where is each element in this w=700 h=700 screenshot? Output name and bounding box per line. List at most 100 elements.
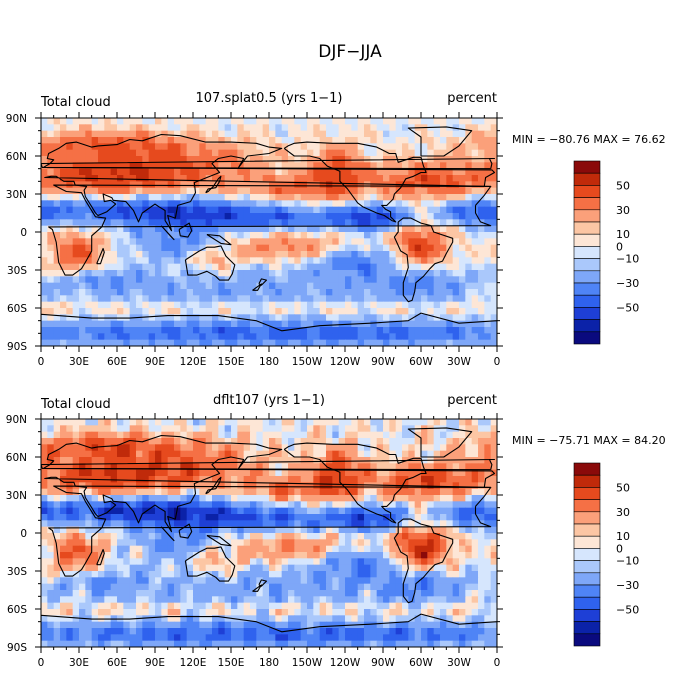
field-cell	[427, 463, 435, 471]
field-cell	[47, 476, 55, 483]
field-cell	[212, 476, 219, 483]
field-cell	[332, 545, 340, 553]
field-cell	[376, 200, 384, 208]
field-cell	[262, 431, 270, 439]
field-cell	[193, 577, 200, 585]
field-cell	[408, 609, 416, 616]
field-cell	[231, 327, 238, 334]
coastline	[160, 225, 175, 241]
field-cell	[136, 476, 143, 483]
field-cell	[319, 244, 327, 252]
field-cell	[459, 552, 466, 559]
field-cell	[79, 251, 86, 258]
field-cell	[53, 206, 61, 214]
field-cell	[41, 425, 48, 433]
field-cell	[459, 457, 466, 464]
field-cell	[326, 219, 333, 227]
field-cell	[465, 444, 473, 452]
field-cell	[364, 276, 371, 284]
field-cell	[281, 162, 289, 170]
field-cell	[269, 137, 276, 144]
field-cell	[383, 495, 390, 502]
field-cell	[243, 583, 251, 591]
field-cell	[490, 257, 497, 265]
field-cell	[72, 539, 80, 547]
field-cell	[91, 552, 99, 559]
field-cell	[294, 200, 302, 208]
field-cell	[237, 564, 245, 572]
field-cell	[148, 514, 156, 521]
field-cell	[427, 596, 435, 604]
field-cell	[275, 444, 283, 452]
field-cell	[85, 187, 93, 195]
field-cell	[174, 596, 181, 604]
field-cell	[47, 175, 55, 182]
field-cell	[98, 514, 105, 521]
field-cell	[269, 276, 276, 284]
field-cell	[148, 469, 156, 477]
field-cell	[421, 552, 428, 559]
field-cell	[136, 558, 143, 566]
field-cell	[243, 257, 251, 265]
field-cell	[313, 251, 321, 258]
field-cell	[41, 571, 48, 578]
field-cell	[421, 232, 428, 239]
field-cell	[364, 320, 371, 328]
field-cell	[205, 314, 213, 322]
field-cell	[193, 545, 200, 553]
field-cell	[142, 438, 150, 445]
field-cell	[104, 232, 112, 239]
field-cell	[129, 263, 137, 271]
field-cell	[85, 590, 93, 597]
field-cell	[478, 118, 485, 125]
field-cell	[313, 181, 321, 189]
field-cell	[484, 339, 492, 346]
field-cell	[250, 469, 257, 477]
field-cell	[237, 156, 245, 163]
field-cell	[427, 602, 435, 610]
field-cell	[465, 219, 473, 227]
field-cell	[199, 143, 207, 151]
field-cell	[364, 558, 371, 566]
field-cell	[72, 419, 80, 426]
field-cell	[269, 225, 276, 233]
field-cell	[117, 200, 124, 208]
field-cell	[174, 431, 181, 439]
field-cell	[275, 251, 283, 258]
field-cell	[66, 200, 74, 208]
field-cell	[288, 206, 295, 214]
field-cell	[41, 282, 48, 290]
field-cell	[452, 206, 460, 214]
field-cell	[161, 308, 169, 315]
field-cell	[427, 314, 435, 322]
field-cell	[300, 431, 308, 439]
field-cell	[72, 564, 80, 572]
field-cell	[338, 333, 346, 341]
field-cell	[167, 469, 175, 477]
field-cell	[465, 501, 473, 509]
field-cell	[41, 162, 48, 170]
field-cell	[199, 476, 207, 483]
field-cell	[446, 596, 454, 604]
field-cell	[376, 488, 384, 496]
field-cell	[338, 295, 346, 303]
field-cell	[402, 444, 409, 452]
field-cell	[440, 251, 447, 258]
field-cell	[243, 482, 251, 490]
field-cell	[319, 469, 327, 477]
field-cell	[142, 571, 150, 578]
field-cell	[53, 308, 61, 315]
field-cell	[98, 213, 105, 220]
field-cell	[180, 219, 188, 227]
field-cell	[193, 181, 200, 189]
field-cell	[351, 187, 359, 195]
field-cell	[300, 564, 308, 572]
field-cell	[186, 339, 194, 346]
field-cell	[117, 194, 124, 201]
field-cell	[41, 251, 48, 258]
field-cell	[389, 419, 397, 426]
field-cell	[123, 320, 131, 328]
field-cell	[161, 263, 169, 271]
field-cell	[338, 596, 346, 604]
field-cell	[319, 463, 327, 471]
